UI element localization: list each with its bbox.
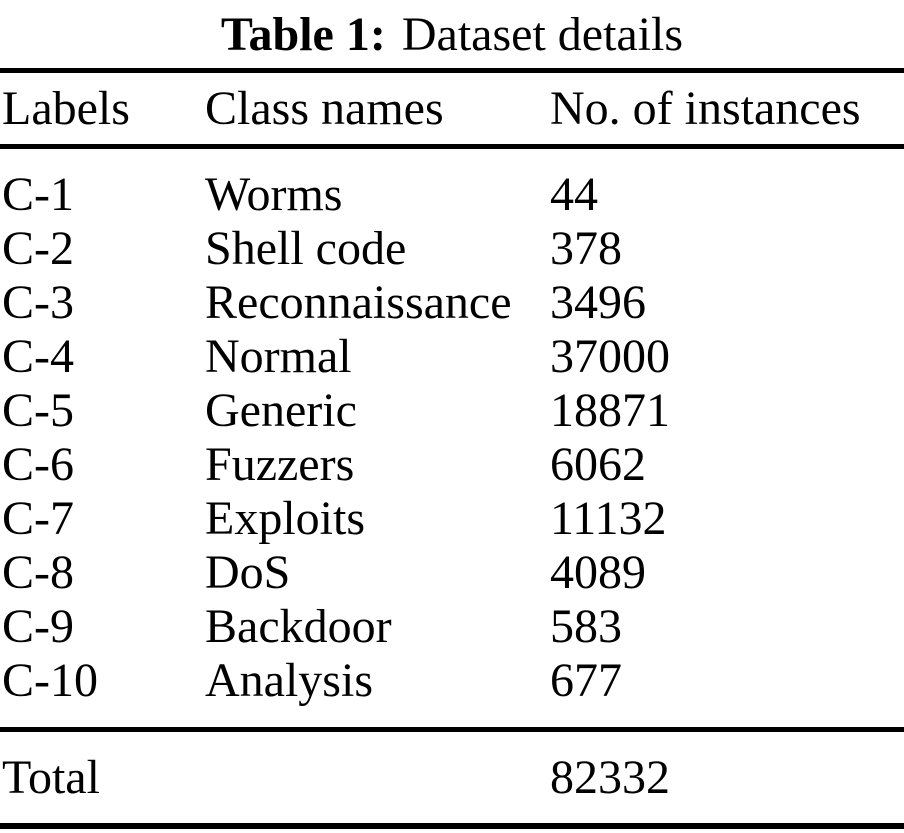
table-row: C-1 Worms 44 <box>0 168 904 222</box>
row-label: C-6 <box>2 438 74 491</box>
row-instances: 3496 <box>550 276 646 329</box>
total-instances: 82332 <box>550 751 670 804</box>
table-caption-text: Dataset details <box>401 7 684 61</box>
table-row: C-6 Fuzzers 6062 <box>0 438 904 492</box>
table-body: C-1 Worms 44 C-2 Shell code 378 C-3 Reco… <box>0 149 904 727</box>
column-header-instances: No. of instances <box>550 82 861 135</box>
table-row: C-8 DoS 4089 <box>0 546 904 600</box>
row-class-name: Reconnaissance <box>205 276 512 329</box>
table-row: C-7 Exploits 11132 <box>0 492 904 546</box>
table-row: C-5 Generic 18871 <box>0 384 904 438</box>
column-header-labels: Labels <box>2 82 130 135</box>
row-instances: 44 <box>550 168 598 221</box>
bottom-rule <box>0 823 904 829</box>
table-header-row: Labels Class names No. of instances <box>0 73 904 144</box>
row-class-name: Worms <box>205 168 343 221</box>
table-caption: Table 1: Dataset details <box>0 0 904 68</box>
row-class-name: Normal <box>205 330 352 383</box>
row-class-name: Exploits <box>205 492 366 545</box>
row-class-name: DoS <box>205 546 291 599</box>
row-label: C-7 <box>2 492 74 545</box>
row-label: C-10 <box>2 654 98 707</box>
total-label: Total <box>2 751 100 804</box>
column-header-class-names: Class names <box>205 82 444 135</box>
row-label: C-9 <box>2 600 74 653</box>
total-rule <box>0 727 904 732</box>
table-row: C-4 Normal 37000 <box>0 330 904 384</box>
row-label: C-2 <box>2 222 74 275</box>
table-row: C-2 Shell code 378 <box>0 222 904 276</box>
row-label: C-1 <box>2 168 74 221</box>
top-rule <box>0 68 904 73</box>
table-row: C-3 Reconnaissance 3496 <box>0 276 904 330</box>
row-instances: 583 <box>550 600 622 653</box>
header-rule <box>0 144 904 149</box>
row-class-name: Analysis <box>205 654 373 707</box>
row-instances: 37000 <box>550 330 670 383</box>
row-instances: 11132 <box>550 492 667 545</box>
row-class-name: Fuzzers <box>205 438 355 491</box>
row-label: C-5 <box>2 384 74 437</box>
row-instances: 18871 <box>550 384 670 437</box>
table-total-row: Total 82332 <box>0 732 904 823</box>
row-class-name: Backdoor <box>205 600 392 653</box>
row-instances: 378 <box>550 222 622 275</box>
table-row: C-9 Backdoor 583 <box>0 600 904 654</box>
row-instances: 4089 <box>550 546 646 599</box>
row-instances: 6062 <box>550 438 646 491</box>
row-instances: 677 <box>550 654 622 707</box>
row-label: C-4 <box>2 330 74 383</box>
row-label: C-8 <box>2 546 74 599</box>
row-class-name: Shell code <box>205 222 407 275</box>
row-class-name: Generic <box>205 384 357 437</box>
table-caption-number: Table 1: <box>220 7 386 61</box>
table-row: C-10 Analysis 677 <box>0 654 904 708</box>
row-label: C-3 <box>2 276 74 329</box>
